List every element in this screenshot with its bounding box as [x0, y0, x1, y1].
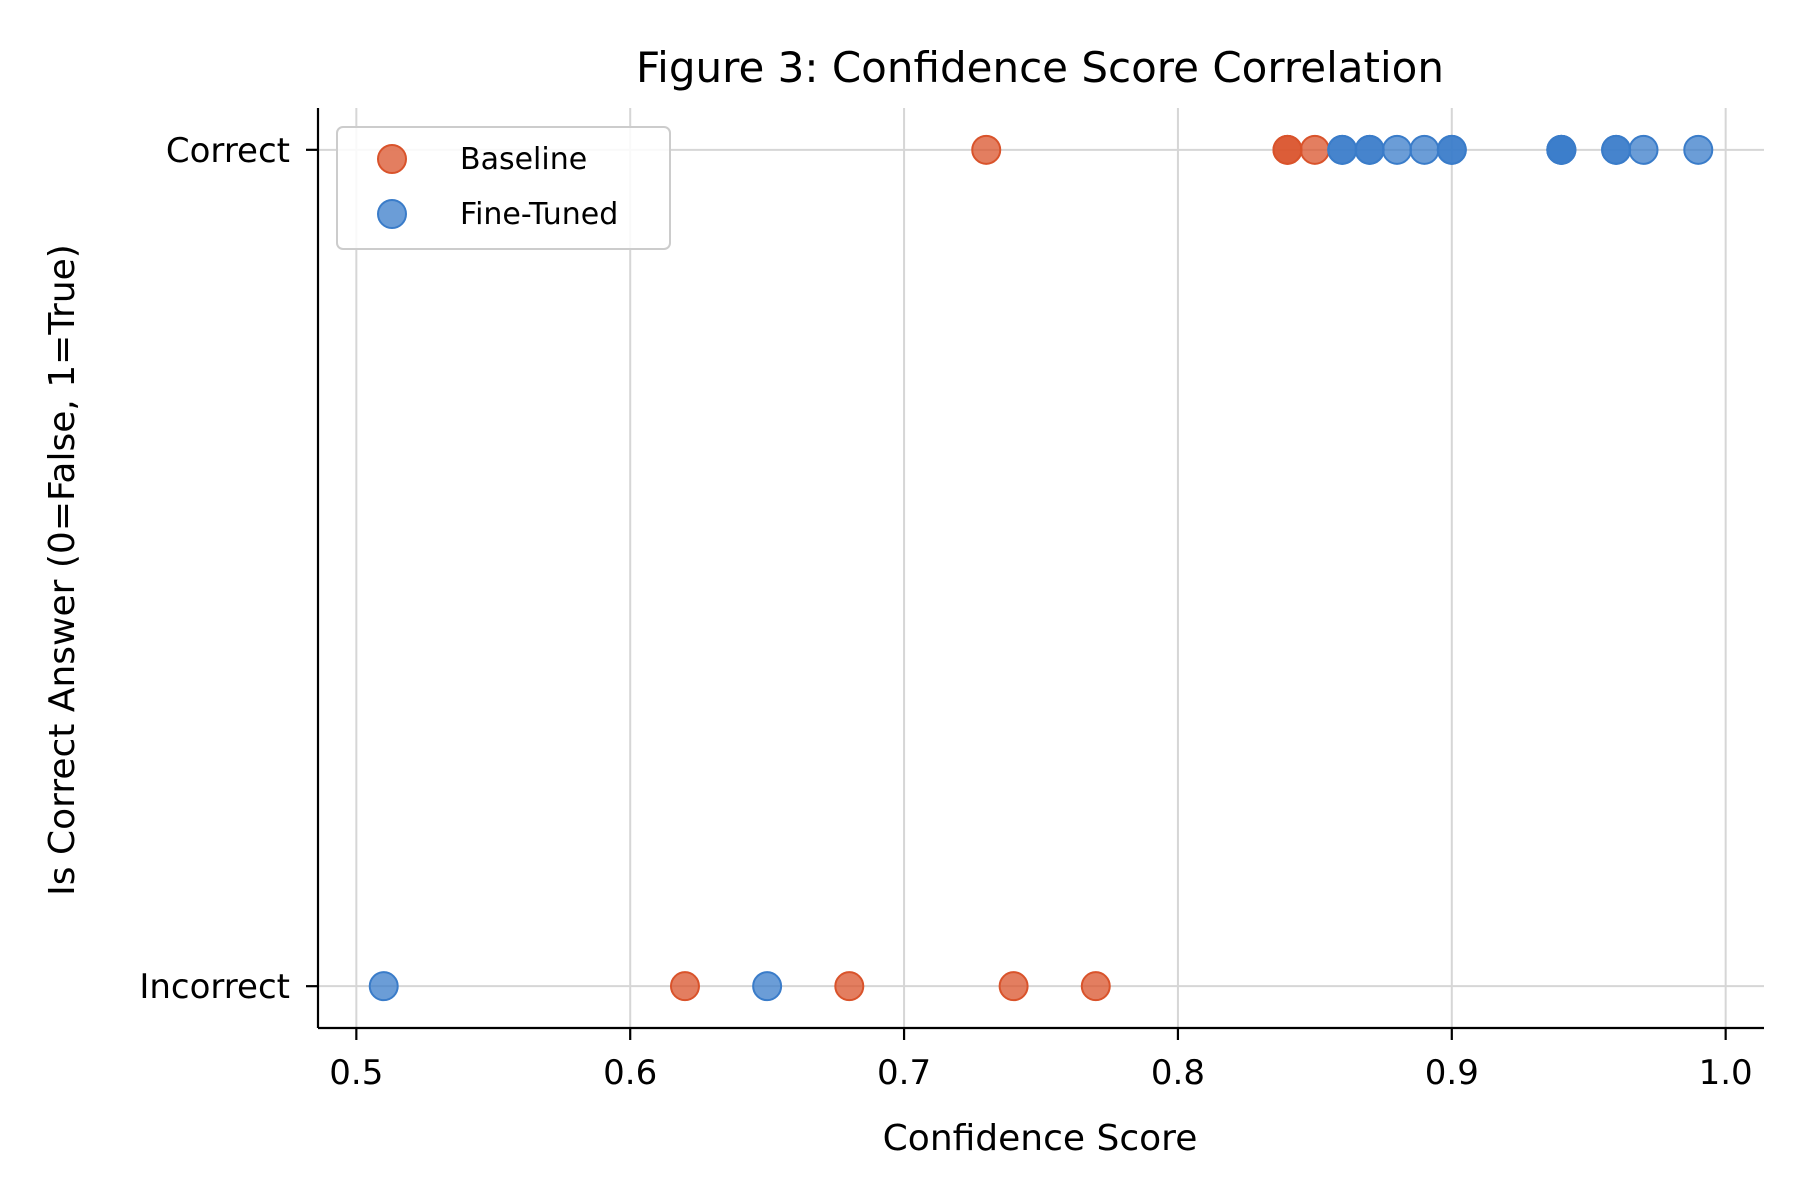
data-points [368, 134, 1714, 1002]
data-point-baseline [1272, 134, 1303, 165]
y-tick-label: Incorrect [139, 967, 290, 1007]
data-point-fine-tuned [1683, 134, 1714, 165]
x-tick-label: 0.6 [603, 1053, 657, 1093]
data-point-baseline [971, 134, 1002, 165]
data-point-fine-tuned [1601, 134, 1632, 165]
y-axis-label: Is Correct Answer (0=False, 1=True) [42, 244, 83, 896]
legend: Baseline Fine-Tuned [336, 126, 671, 250]
legend-marker-baseline [377, 144, 407, 174]
data-point-fine-tuned [1354, 134, 1385, 165]
data-point-baseline [1299, 134, 1330, 165]
data-point-baseline [998, 971, 1029, 1002]
data-point-fine-tuned [368, 971, 399, 1002]
legend-label-baseline: Baseline [460, 142, 587, 177]
x-axis-label: Confidence Score [883, 1118, 1198, 1159]
data-point-fine-tuned [1327, 134, 1358, 165]
data-point-fine-tuned [1436, 134, 1467, 165]
x-tick-label: 1.0 [1699, 1053, 1753, 1093]
y-tick-label: Correct [166, 131, 290, 171]
chart-title: Figure 3: Confidence Score Correlation [636, 43, 1444, 92]
data-point-baseline [669, 971, 700, 1002]
data-point-fine-tuned [1628, 134, 1659, 165]
legend-label-fine-tuned: Fine-Tuned [460, 197, 618, 232]
data-point-fine-tuned [1409, 134, 1440, 165]
legend-frame [336, 126, 671, 250]
grid-lines [318, 108, 1764, 1028]
legend-marker-fine-tuned [377, 199, 407, 229]
x-tick-label: 0.5 [329, 1053, 383, 1093]
axes: 0.5 0.6 0.7 0.8 0.9 1.0 Incorrect Correct [139, 108, 1764, 1093]
data-point-fine-tuned [752, 971, 783, 1002]
x-tick-label: 0.7 [877, 1053, 931, 1093]
data-point-fine-tuned [1382, 134, 1413, 165]
data-point-baseline [834, 971, 865, 1002]
data-point-baseline [1080, 971, 1111, 1002]
data-point-fine-tuned [1546, 134, 1577, 165]
x-tick-label: 0.8 [1151, 1053, 1205, 1093]
x-tick-label: 0.9 [1425, 1053, 1479, 1093]
